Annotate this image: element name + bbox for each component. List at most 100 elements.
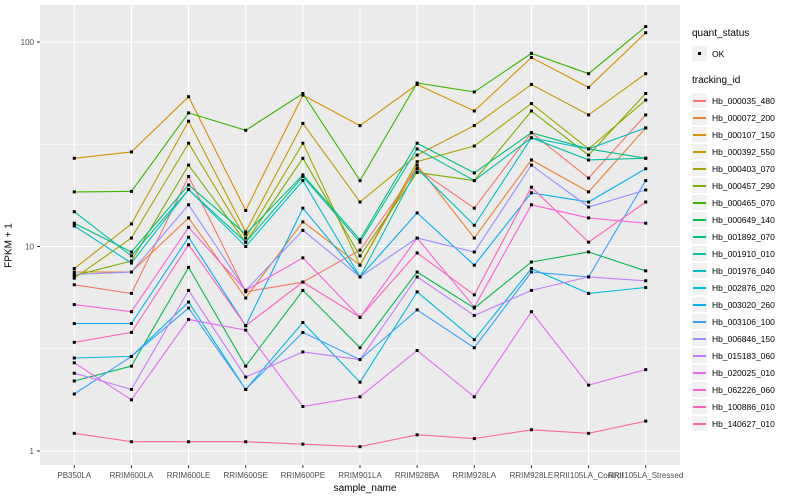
data-point-marker [244, 324, 248, 328]
data-point-marker [244, 296, 248, 300]
legend-item-label: Hb_001976_040 [712, 265, 775, 276]
data-point-marker [644, 156, 648, 160]
legend-key-box [692, 348, 707, 363]
data-point-marker [244, 288, 248, 292]
legend-key-box [692, 178, 707, 193]
legend-item: Hb_000107_150 [692, 127, 798, 142]
data-point-marker [358, 358, 362, 362]
data-point-marker [415, 141, 419, 145]
data-point-marker [472, 346, 476, 350]
legend-key-line-icon [693, 133, 706, 136]
legend-item-ok: OK [692, 46, 798, 61]
legend-key-box [692, 297, 707, 312]
data-point-marker [129, 330, 133, 334]
data-point-marker [187, 163, 191, 167]
data-point-marker [529, 191, 533, 195]
data-point-marker [72, 267, 76, 271]
data-point-marker [244, 240, 248, 244]
data-point-marker [472, 395, 476, 399]
legend-key-box [692, 144, 707, 159]
data-point-marker [129, 322, 133, 326]
data-point-marker [358, 315, 362, 319]
data-point-marker [415, 275, 419, 279]
legend-item: Hb_140627_010 [692, 416, 798, 431]
data-point-marker [587, 147, 591, 151]
legend-key-box [692, 382, 707, 397]
data-point-marker [415, 236, 419, 240]
data-point-marker [358, 395, 362, 399]
legend-key-line-icon [693, 218, 706, 221]
legend-key-line-icon [693, 116, 706, 119]
data-point-marker [72, 379, 76, 383]
data-point-marker [72, 340, 76, 344]
legend-key-box [692, 331, 707, 346]
data-point-marker [187, 216, 191, 220]
legend-key-line-icon [693, 405, 706, 408]
legend-key-line-icon [693, 320, 706, 323]
data-point-marker [301, 220, 305, 224]
data-point-marker [72, 221, 76, 225]
legend-key-box [692, 280, 707, 295]
data-point-marker [644, 419, 648, 423]
data-point-marker [301, 256, 305, 260]
data-point-marker [587, 275, 591, 279]
data-point-marker [644, 368, 648, 372]
data-point-marker [415, 160, 419, 164]
data-point-marker [129, 291, 133, 295]
legend-key-box [692, 314, 707, 329]
data-point-marker [644, 188, 648, 192]
legend-item: Hb_062226_060 [692, 382, 798, 397]
legend-key-box [692, 195, 707, 210]
x-tick-label: PB350LA [57, 471, 91, 480]
data-point-marker [587, 250, 591, 254]
legend-item: Hb_001910_010 [692, 246, 798, 261]
x-tick-label: RRIM600SE [223, 471, 267, 480]
data-point-marker [358, 254, 362, 258]
data-point-marker [358, 124, 362, 128]
data-point-marker [244, 328, 248, 332]
legend-key-line-icon [693, 201, 706, 204]
data-point-marker [187, 141, 191, 145]
legend-key-line-icon [693, 388, 706, 391]
legend-key-box [692, 416, 707, 431]
data-point-marker [301, 91, 305, 95]
data-point-marker [187, 288, 191, 292]
legend-item-label: Hb_000403_070 [712, 163, 775, 174]
data-point-marker [529, 158, 533, 162]
data-point-marker [415, 163, 419, 167]
data-point-marker [587, 291, 591, 295]
data-point-marker [587, 383, 591, 387]
legend-key-line-icon [693, 354, 706, 357]
x-tick-label: RRIM928BA [395, 471, 440, 480]
data-point-marker [644, 72, 648, 76]
data-point-marker [644, 269, 648, 273]
data-point-marker [301, 174, 305, 178]
data-point-marker [244, 236, 248, 240]
data-point-marker [529, 185, 533, 189]
legend-group-tracking-id: tracking_id Hb_000035_480 Hb_000072_200 Hb… [692, 75, 798, 431]
legend-item-label: Hb_020025_010 [712, 367, 775, 378]
data-point-marker [472, 293, 476, 297]
data-point-marker [72, 431, 76, 435]
data-point-marker [187, 317, 191, 321]
data-point-marker [644, 286, 648, 290]
data-point-marker [415, 270, 419, 274]
legend-key-box [692, 365, 707, 380]
data-point-marker [187, 243, 191, 247]
data-point-marker [529, 55, 533, 59]
legend-title-quant-status: quant_status [692, 28, 750, 39]
legend-item-label: Hb_001910_010 [712, 248, 775, 259]
y-axis-title: FPKM + 1 [3, 223, 15, 268]
data-point-marker [587, 431, 591, 435]
legend-item-label: Hb_006846_150 [712, 333, 775, 344]
legend-item: Hb_001892_070 [692, 229, 798, 244]
legend-item-label: Hb_000392_550 [712, 146, 775, 157]
legend-tracking-id-items: Hb_000035_480 Hb_000072_200 Hb_000107_150 H… [692, 93, 798, 431]
x-tick-label: RRIM901LA [338, 471, 382, 480]
data-point-marker [529, 136, 533, 140]
data-point-marker [72, 356, 76, 360]
legend-item-label: Hb_000107_150 [712, 129, 775, 140]
legend-key-box [692, 110, 707, 125]
legend-item: Hb_015183_060 [692, 348, 798, 363]
data-point-marker [301, 350, 305, 354]
